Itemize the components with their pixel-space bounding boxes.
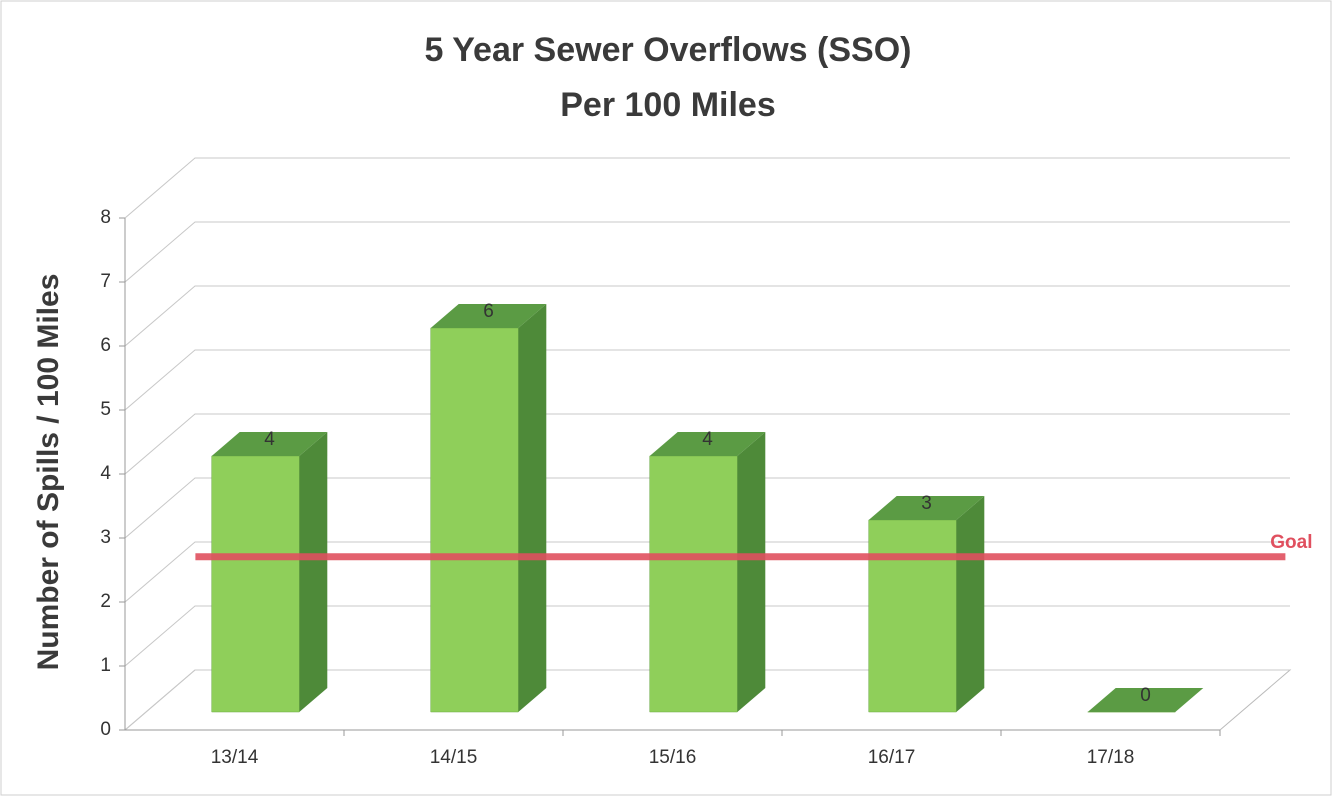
bar-top: [430, 304, 547, 328]
x-tick-label: 13/14: [211, 747, 259, 768]
value-label: 4: [702, 429, 713, 450]
value-label: 4: [264, 429, 275, 450]
goal-label: Goal: [1270, 532, 1312, 553]
y-axis-label: Number of Spills / 100 Miles: [32, 274, 65, 671]
chart-subtitle: Per 100 Miles: [560, 86, 775, 124]
x-tick-label: 16/17: [868, 747, 916, 768]
grid-line: [124, 477, 1290, 539]
x-tick-label: 15/16: [649, 747, 697, 768]
bar-front: [430, 327, 519, 713]
bar-front: [649, 455, 738, 713]
x-tick-label: 14/15: [430, 747, 478, 768]
grid-line: [124, 157, 1290, 219]
value-label: 3: [921, 493, 932, 514]
y-tick-label: 7: [100, 271, 111, 292]
y-tick-label: 6: [100, 335, 111, 356]
y-tick-label: 3: [100, 527, 111, 548]
grid-line: [124, 221, 1290, 283]
y-tick-label: 4: [100, 463, 111, 484]
y-tick-label: 1: [100, 655, 111, 676]
bar-top: [868, 496, 985, 520]
bar-top: [1087, 688, 1204, 712]
x-tick-label: 17/18: [1087, 747, 1135, 768]
y-tick-label: 5: [100, 399, 111, 420]
y-tick-label: 8: [100, 207, 111, 228]
bar-side: [518, 304, 547, 712]
value-label: 0: [1140, 685, 1151, 706]
bar-side: [956, 496, 985, 712]
value-label: 6: [483, 301, 494, 322]
bar-side: [737, 432, 766, 712]
y-tick-label: 0: [100, 719, 111, 740]
grid-line: [124, 285, 1290, 347]
bar-front: [868, 519, 957, 713]
bar-top: [649, 432, 766, 456]
bar-top: [211, 432, 328, 456]
y-tick-label: 2: [100, 591, 111, 612]
bar-side: [299, 432, 328, 712]
bar-front: [211, 455, 300, 713]
grid-line: [124, 413, 1290, 475]
chart-title: 5 Year Sewer Overflows (SSO): [425, 31, 912, 69]
grid-line: [124, 349, 1290, 411]
